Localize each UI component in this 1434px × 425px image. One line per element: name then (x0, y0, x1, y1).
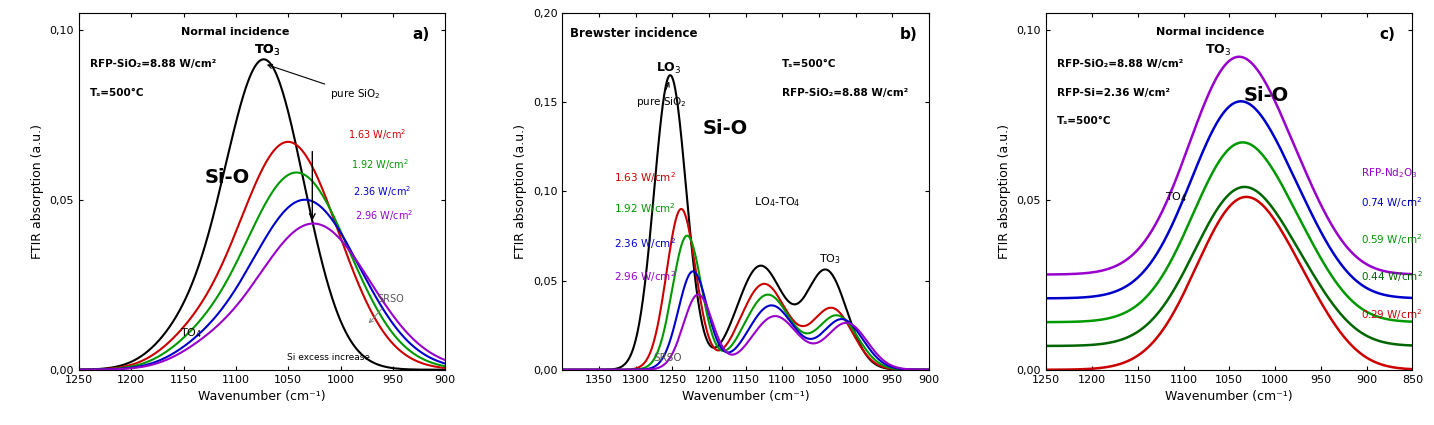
Text: 1.92 W/cm$^2$: 1.92 W/cm$^2$ (614, 201, 675, 215)
Text: b): b) (899, 27, 918, 42)
Text: 2.96 W/cm$^2$: 2.96 W/cm$^2$ (356, 208, 413, 223)
X-axis label: Wavenumber (cm⁻¹): Wavenumber (cm⁻¹) (198, 390, 326, 403)
Text: TO$_3$: TO$_3$ (254, 42, 280, 58)
Text: 2.36 W/cm$^2$: 2.36 W/cm$^2$ (614, 237, 675, 251)
Text: Tₛ=500°C: Tₛ=500°C (90, 88, 145, 98)
Text: RFP-SiO₂=8.88 W/cm²: RFP-SiO₂=8.88 W/cm² (783, 88, 909, 98)
Text: RFP-SiO₂=8.88 W/cm²: RFP-SiO₂=8.88 W/cm² (1057, 59, 1183, 69)
Text: Normal incidence: Normal incidence (1156, 27, 1265, 37)
Text: 0.74 W/cm$^2$: 0.74 W/cm$^2$ (1361, 195, 1423, 210)
Text: Si-O: Si-O (205, 168, 250, 187)
Y-axis label: FTIR absorption (a.u.): FTIR absorption (a.u.) (32, 124, 44, 259)
Text: SRSO: SRSO (652, 353, 681, 363)
Text: SRSO: SRSO (370, 294, 404, 323)
Text: Si excess increase: Si excess increase (287, 353, 370, 362)
Text: TO$_4$: TO$_4$ (1166, 190, 1187, 204)
Text: 2.96 W/cm$^2$: 2.96 W/cm$^2$ (614, 269, 675, 283)
Text: LO$_4$-TO$_4$: LO$_4$-TO$_4$ (754, 196, 802, 210)
Text: pure SiO$_2$: pure SiO$_2$ (268, 64, 381, 101)
Text: 2.36 W/cm$^2$: 2.36 W/cm$^2$ (353, 184, 412, 199)
Text: TO$_3$: TO$_3$ (1205, 42, 1232, 58)
X-axis label: Wavenumber (cm⁻¹): Wavenumber (cm⁻¹) (1166, 390, 1293, 403)
Text: RFP-Nd$_2$O$_3$: RFP-Nd$_2$O$_3$ (1361, 166, 1418, 180)
Text: pure SiO$_2$: pure SiO$_2$ (635, 82, 687, 109)
Text: TO$_3$: TO$_3$ (819, 252, 840, 266)
Y-axis label: FTIR absorption (a.u.): FTIR absorption (a.u.) (515, 124, 528, 259)
Text: TO$_4$: TO$_4$ (181, 326, 202, 340)
Text: c): c) (1380, 27, 1395, 42)
Text: Tₛ=500°C: Tₛ=500°C (1057, 116, 1111, 126)
Text: RFP-Si=2.36 W/cm²: RFP-Si=2.36 W/cm² (1057, 88, 1170, 98)
Text: Brewster incidence: Brewster incidence (569, 27, 697, 40)
Text: RFP-SiO₂=8.88 W/cm²: RFP-SiO₂=8.88 W/cm² (90, 59, 217, 69)
Text: Normal incidence: Normal incidence (182, 27, 290, 37)
Text: Si-O: Si-O (703, 119, 747, 138)
Text: a): a) (413, 27, 430, 42)
Text: 0.59 W/cm$^2$: 0.59 W/cm$^2$ (1361, 232, 1423, 247)
Text: 1.63 W/cm$^2$: 1.63 W/cm$^2$ (348, 127, 406, 142)
Text: 1.63 W/cm$^2$: 1.63 W/cm$^2$ (614, 170, 675, 185)
Text: 0.44 W/cm$^2$: 0.44 W/cm$^2$ (1361, 269, 1423, 284)
Text: TO$_3$: TO$_3$ (254, 42, 280, 58)
Text: Si-O: Si-O (1243, 86, 1289, 105)
X-axis label: Wavenumber (cm⁻¹): Wavenumber (cm⁻¹) (683, 390, 809, 403)
Text: 1.92 W/cm$^2$: 1.92 W/cm$^2$ (351, 157, 409, 172)
Text: 0.29 W/cm$^2$: 0.29 W/cm$^2$ (1361, 307, 1423, 322)
Y-axis label: FTIR absorption (a.u.): FTIR absorption (a.u.) (998, 124, 1011, 259)
Text: LO$_3$: LO$_3$ (655, 61, 681, 76)
Text: Tₛ=500°C: Tₛ=500°C (783, 59, 837, 69)
